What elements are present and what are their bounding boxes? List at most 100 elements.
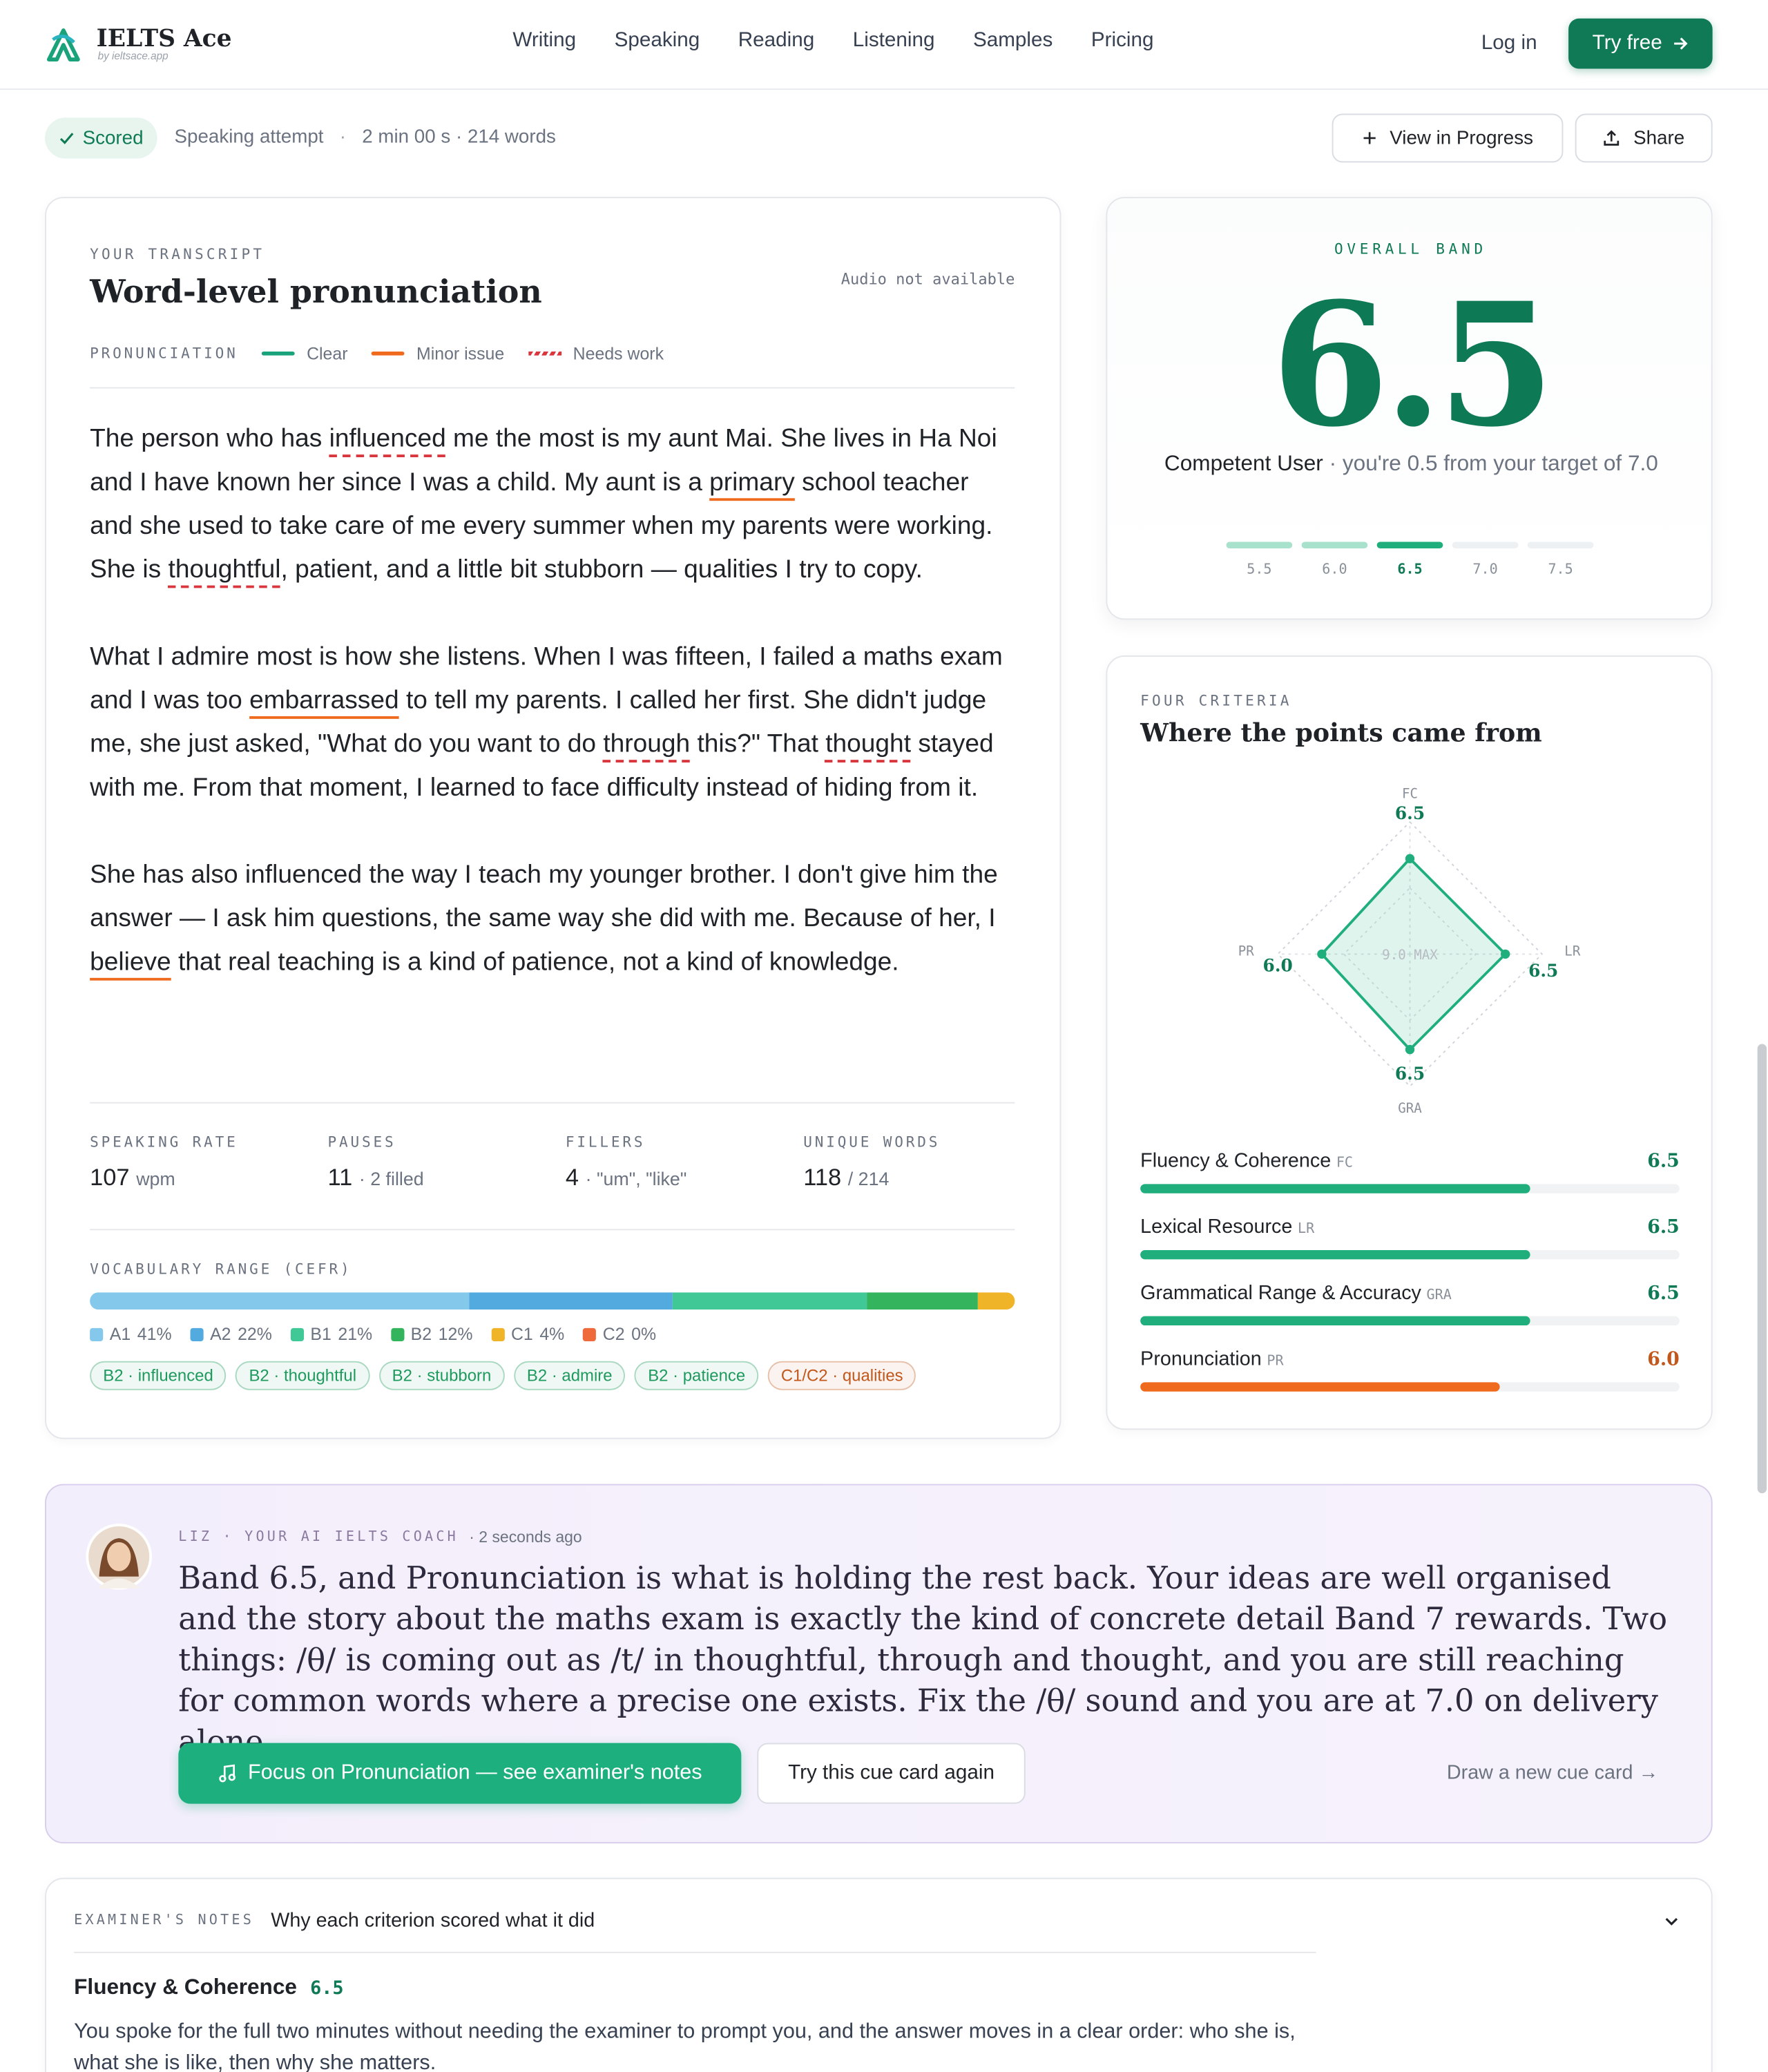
notes-eyebrow: EXAMINER'S NOTES: [74, 1912, 255, 1928]
section-score: 6.5: [310, 1978, 344, 1999]
stat-note: · "um", "like": [585, 1168, 687, 1189]
stat-value: 11: [327, 1164, 353, 1191]
legend-label: Clear: [307, 343, 348, 364]
divider: [90, 387, 1015, 389]
flagged-word[interactable]: primary: [709, 468, 795, 497]
criteria-card: FOUR CRITERIA Where the points came from…: [1106, 655, 1713, 1430]
vocab-legend-item: B2 12%: [390, 1324, 473, 1344]
nav-link[interactable]: Samples: [972, 29, 1053, 52]
vocab-swatch: [190, 1327, 204, 1341]
nav-link[interactable]: Pricing: [1090, 29, 1154, 52]
divider: [90, 1102, 1015, 1104]
vocab-share: 12%: [438, 1324, 473, 1344]
criterion-name: Lexical Resource: [1140, 1216, 1293, 1238]
vocab-level: C1: [510, 1324, 533, 1344]
transcript-paragraph: The person who has influenced me the mos…: [90, 418, 1017, 593]
focus-button[interactable]: Focus on Pronunciation — see examiner's …: [178, 1743, 742, 1804]
flagged-word[interactable]: influenced: [329, 424, 446, 454]
criterion-row: Fluency & Coherence FC 6.5: [1140, 1150, 1680, 1216]
flagged-word[interactable]: believe: [90, 947, 171, 977]
stat: SPEAKING RATE 107 wpm: [90, 1134, 327, 1192]
flagged-word[interactable]: embarrassed: [249, 686, 399, 716]
scale-label: 5.5: [1247, 562, 1272, 578]
legend-label: PRONUNCIATION: [90, 345, 238, 363]
vocab-legend-item: C1 4%: [491, 1324, 564, 1344]
notes-card: EXAMINER'S NOTES Why each criterion scor…: [45, 1877, 1713, 2072]
nav-link[interactable]: Listening: [852, 29, 935, 52]
radar-point: [1317, 949, 1327, 959]
vocab-share: 41%: [137, 1324, 172, 1344]
vocab-chip: B2 · admire: [513, 1361, 626, 1390]
radar-value-label: 6.0: [1263, 955, 1293, 975]
check-icon: [59, 133, 73, 144]
coach-panel: LIZ · YOUR AI IELTS COACH · 2 seconds ag…: [45, 1484, 1713, 1844]
expand-chevron[interactable]: [1664, 1913, 1680, 1929]
stat-label: SPEAKING RATE: [90, 1133, 238, 1151]
flagged-word[interactable]: through: [603, 729, 691, 759]
text-segment: What I admire most is how she listens. W…: [90, 642, 1003, 716]
scale-label: 7.5: [1548, 562, 1573, 578]
criterion-score: 6.5: [1647, 1217, 1680, 1238]
vocab-level: A1: [109, 1324, 131, 1344]
overall-card: OVERALL BAND 6.5 Competent User · you're…: [1106, 197, 1713, 620]
try-free-button[interactable]: Try free: [1568, 18, 1713, 69]
divider: [74, 1951, 1316, 1953]
nav-link[interactable]: Writing: [512, 29, 577, 52]
brand-name[interactable]: IELTS Ace: [96, 25, 232, 53]
criterion-track: [1140, 1382, 1680, 1392]
logo-icon[interactable]: [45, 26, 82, 64]
share-label: Share: [1633, 127, 1685, 149]
pronunciation-legend: PRONUNCIATION Clear Minor issue Needs work: [90, 343, 664, 363]
vocab-legend-item: A1 41%: [90, 1324, 172, 1344]
stat: PAUSES 11 · 2 filled: [327, 1134, 565, 1192]
nav-link[interactable]: Reading: [738, 29, 815, 52]
vocab-legend-item: A2 22%: [190, 1324, 272, 1344]
vocab-segment: [90, 1292, 470, 1310]
audio-status: Audio not available: [840, 269, 1015, 289]
vocab-level: B1: [310, 1324, 332, 1344]
transcript-body: The person who has influenced me the mos…: [90, 418, 1017, 1028]
flagged-word[interactable]: thoughtful: [168, 555, 281, 584]
criterion-name-wrap: Pronunciation PR: [1140, 1348, 1283, 1372]
view-progress-button[interactable]: View in Progress: [1332, 113, 1564, 163]
vocab-chip: B2 · stubborn: [378, 1361, 505, 1390]
legend-swatch: [262, 351, 295, 356]
radar-grid: [1276, 821, 1544, 1088]
share-button[interactable]: Share: [1575, 113, 1713, 163]
criteria-title: Where the points came from: [1140, 718, 1542, 748]
scale-label: 7.0: [1472, 562, 1498, 578]
login-link[interactable]: Log in: [1481, 31, 1537, 55]
stat-label: FILLERS: [565, 1133, 646, 1151]
stat-value: 107: [90, 1164, 130, 1191]
nav-link[interactable]: Speaking: [614, 29, 700, 52]
new-card-link[interactable]: Draw a new cue card →: [1446, 1761, 1659, 1784]
transcript-paragraph: What I admire most is how she listens. W…: [90, 635, 1017, 810]
vocab-segment: [867, 1292, 978, 1310]
retry-label: Try this cue card again: [788, 1761, 995, 1784]
stat-note: / 214: [847, 1168, 890, 1189]
descriptor: Competent User: [1164, 452, 1323, 476]
vocab-swatch: [491, 1327, 505, 1341]
criterion-row: Lexical Resource LR 6.5: [1140, 1216, 1680, 1282]
vocab-chip: B2 · influenced: [90, 1361, 227, 1390]
legend-item: Needs work: [528, 343, 664, 363]
stat-label: UNIQUE WORDS: [803, 1133, 941, 1151]
criterion-head: Pronunciation PR 6.0: [1140, 1348, 1680, 1372]
criteria-list: Fluency & Coherence FC 6.5 Lexical Resource…: [1140, 1150, 1680, 1414]
retry-button[interactable]: Try this cue card again: [757, 1743, 1026, 1804]
stat-value: 4: [565, 1164, 579, 1191]
flagged-word[interactable]: thought: [825, 729, 912, 759]
stat-note: wpm: [136, 1168, 175, 1189]
vocab-swatch: [90, 1327, 104, 1341]
criterion-bar: [1140, 1184, 1530, 1193]
band-descriptor: Competent User · you're 0.5 from your ta…: [1147, 448, 1675, 481]
text-segment: school teacher and she used to take care…: [90, 468, 993, 584]
brand-tagline: by ieltsace.app: [97, 50, 169, 62]
criterion-row: Grammatical Range & Accuracy GRA 6.5: [1140, 1282, 1680, 1348]
radar-point: [1405, 854, 1415, 863]
radar-max-label: 9.0 MAX: [1382, 947, 1438, 963]
music-icon: [218, 1764, 236, 1783]
stat-value-row: 107 wpm: [90, 1164, 327, 1192]
criterion-abbr: GRA: [1426, 1287, 1452, 1303]
